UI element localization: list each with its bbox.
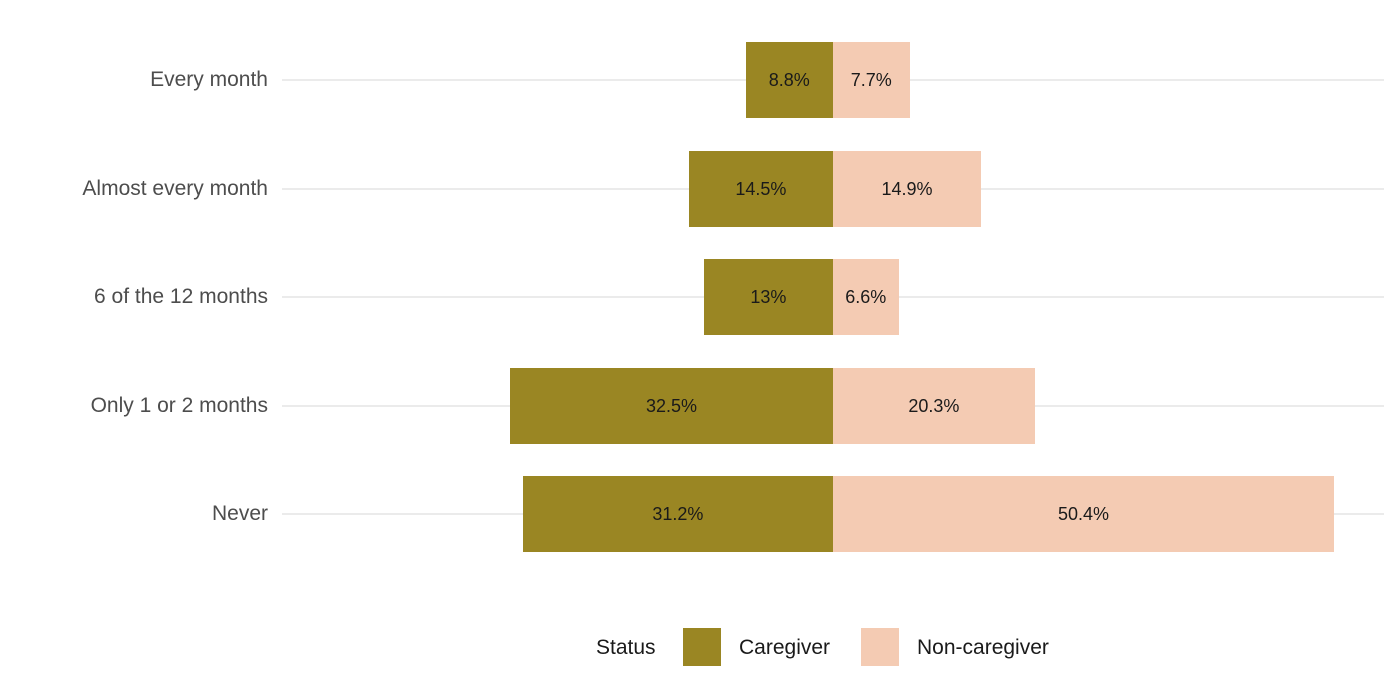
category-label: 6 of the 12 months	[94, 285, 268, 308]
bar-caregiver: 32.5%	[509, 368, 833, 444]
legend: Status Caregiver Non-caregiver	[0, 628, 1400, 668]
chart-row: Every month 8.8% 7.7%	[0, 42, 1400, 118]
legend-label-non-caregiver: Non-caregiver	[917, 636, 1049, 659]
bar-caregiver: 14.5%	[688, 151, 833, 227]
category-label: Almost every month	[82, 177, 268, 200]
bar-caregiver: 13%	[703, 259, 833, 335]
bar-non-caregiver: 6.6%	[833, 259, 899, 335]
chart-row: Almost every month 14.5% 14.9%	[0, 151, 1400, 227]
legend-title: Status	[596, 636, 656, 659]
bar-non-caregiver: 14.9%	[833, 151, 982, 227]
bar-caregiver: 31.2%	[522, 476, 833, 552]
legend-key-non-caregiver	[861, 628, 899, 666]
bar-non-caregiver: 50.4%	[833, 476, 1334, 552]
bar-non-caregiver: 20.3%	[833, 368, 1035, 444]
category-label: Never	[211, 502, 268, 525]
chart-row: Only 1 or 2 months 32.5% 20.3%	[0, 368, 1400, 444]
legend-key-caregiver	[683, 628, 721, 666]
category-label: Only 1 or 2 months	[90, 394, 268, 417]
bar-caregiver: 8.8%	[745, 42, 833, 118]
chart-row: 6 of the 12 months 13% 6.6%	[0, 259, 1400, 335]
category-label: Every month	[150, 68, 268, 91]
legend-label-caregiver: Caregiver	[739, 636, 831, 659]
chart-row: Never 31.2% 50.4%	[0, 476, 1400, 552]
bar-non-caregiver: 7.7%	[833, 42, 910, 118]
